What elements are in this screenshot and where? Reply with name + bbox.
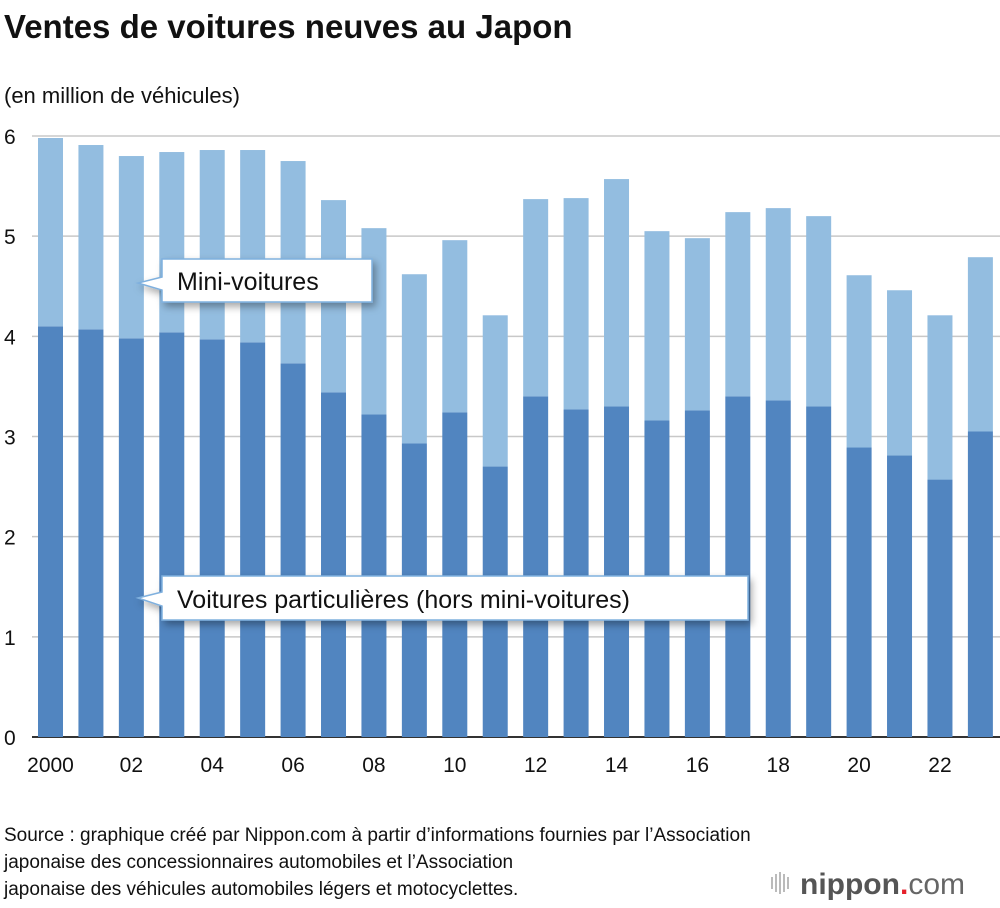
- x-tick-label: 22: [928, 754, 951, 777]
- bar-particulieres: [684, 410, 710, 737]
- x-tick-label: 2000: [27, 754, 74, 777]
- bar-particulieres: [199, 339, 225, 737]
- bar-mini: [644, 231, 670, 421]
- x-tick-label: 06: [281, 754, 304, 777]
- bar-particulieres: [806, 406, 832, 737]
- bar-mini: [240, 150, 266, 343]
- legend-label-mini: Mini-voitures: [177, 268, 319, 296]
- bar-particulieres: [887, 455, 913, 737]
- x-tick-label: 02: [120, 754, 143, 777]
- x-tick-label: 20: [847, 754, 870, 777]
- bar-mini: [442, 240, 468, 413]
- gridlines: [32, 135, 1000, 738]
- bar-mini: [482, 315, 508, 467]
- bar-particulieres: [159, 332, 185, 737]
- bar-mini: [927, 315, 953, 480]
- bar-mini: [765, 208, 791, 401]
- bar-mini: [361, 228, 387, 415]
- y-tick-label: 4: [4, 326, 16, 349]
- bar-particulieres: [846, 447, 872, 737]
- bar-mini: [846, 275, 872, 448]
- bar-mini: [684, 238, 710, 411]
- bar-mini: [563, 198, 589, 410]
- x-tick-label: 08: [362, 754, 385, 777]
- y-tick-label: 5: [4, 226, 16, 249]
- bar-particulieres: [765, 400, 791, 737]
- bars: [38, 138, 993, 737]
- x-tick-label: 12: [524, 754, 547, 777]
- bar-mini: [725, 212, 751, 397]
- x-tick-label: 18: [767, 754, 790, 777]
- source-line-3: japonaise des véhicules automobiles lége…: [3, 879, 518, 900]
- legend-label-particulieres: Voitures particulières (hors mini-voitur…: [177, 586, 630, 614]
- bar-particulieres: [118, 338, 144, 737]
- bar-particulieres: [38, 326, 63, 737]
- source-line-1: Source : graphique créé par Nippon.com à…: [4, 825, 751, 846]
- legend-callout-mini: Mini-voitures: [135, 258, 373, 303]
- bar-particulieres: [725, 396, 751, 737]
- x-tick-label: 14: [605, 754, 629, 777]
- bar-mini: [78, 145, 104, 330]
- bar-mini: [38, 138, 63, 327]
- bar-mini: [159, 152, 185, 333]
- bar-mini: [887, 290, 913, 456]
- y-tick-label: 2: [4, 527, 16, 550]
- nippon-logo: nippon.com: [771, 868, 965, 901]
- bar-particulieres: [927, 479, 953, 737]
- y-tick-label: 1: [4, 627, 16, 650]
- bar-particulieres: [321, 392, 347, 737]
- x-tick-label: 16: [686, 754, 709, 777]
- legend-callout-particulieres: Voitures particulières (hors mini-voitur…: [135, 575, 749, 621]
- bar-particulieres: [604, 406, 630, 737]
- bar-particulieres: [78, 329, 104, 737]
- bar-particulieres: [563, 409, 589, 737]
- x-tick-label: 04: [201, 754, 225, 777]
- svg-text:nippon.com: nippon.com: [800, 868, 965, 901]
- bar-particulieres: [442, 412, 468, 737]
- source-line-2: japonaise des concessionnaires automobil…: [3, 852, 513, 873]
- bar-mini: [523, 199, 549, 397]
- bar-mini: [199, 150, 225, 340]
- bar-particulieres: [240, 342, 266, 737]
- bar-particulieres: [523, 396, 549, 737]
- y-tick-label: 6: [4, 126, 16, 149]
- bar-mini: [604, 179, 630, 407]
- bar-mini: [118, 156, 144, 339]
- x-tick-labels: 2000 02 04 06 08 10 12 14 16 18 20 22: [27, 754, 951, 777]
- chart-title: Ventes de voitures neuves au Japon: [4, 8, 573, 45]
- y-tick-label: 3: [4, 427, 16, 450]
- bar-mini: [401, 274, 427, 444]
- y-axis-label: (en million de véhicules): [4, 83, 240, 108]
- bar-mini: [806, 216, 832, 407]
- bar-mini: [967, 257, 993, 432]
- bar-particulieres: [967, 431, 993, 737]
- bar-particulieres: [280, 363, 306, 737]
- y-tick-label: 0: [4, 727, 16, 750]
- x-tick-label: 10: [443, 754, 466, 777]
- y-tick-labels: 0 1 2 3 4 5 6: [4, 126, 16, 750]
